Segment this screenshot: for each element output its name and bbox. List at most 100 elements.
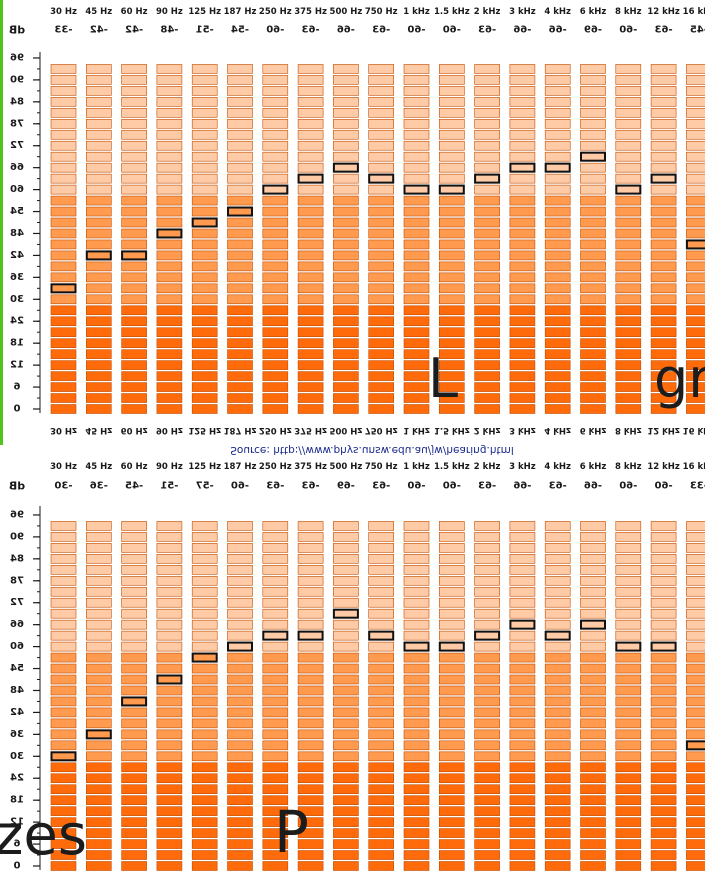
level-cell [615,338,642,348]
level-cell [686,360,705,370]
level-cell [686,652,705,663]
level-cell [438,294,465,305]
level-cell [227,685,253,696]
level-cell [650,806,677,816]
level-cell [156,239,183,250]
level-cell [297,696,324,707]
level-cell [50,195,77,206]
level-cell [121,521,147,531]
level-cell [580,162,606,173]
level-cell [297,228,324,239]
level-cell [544,250,571,261]
level-cell [438,696,465,707]
level-cell [650,360,677,370]
threshold-marker [227,641,253,652]
level-cell [262,382,289,392]
level-cell [580,806,606,816]
y-tick-label: 36 [10,272,24,283]
level-cell [438,861,465,871]
level-cell [474,404,500,414]
level-cell [544,729,571,740]
level-cell [50,795,77,805]
level-cell [262,740,289,751]
level-cell [156,217,183,228]
level-cell [368,195,395,206]
level-cell [403,173,430,184]
level-cell [191,382,218,392]
level-cell [403,86,430,96]
level-cell [156,64,183,74]
hearing-value-label: -60 [619,25,637,36]
level-cell [368,543,395,553]
level-cell [50,371,77,381]
level-cell [509,685,536,696]
level-cell [50,619,77,630]
level-cell [297,707,324,718]
level-cell [403,751,430,762]
level-cell [650,532,677,542]
bottom-frequency-label: 187 Hz [224,425,257,435]
level-cell [262,575,289,586]
hearing-value-label: -60 [231,481,249,492]
level-cell [50,338,77,348]
frequency-label: 2 kHz [474,462,501,472]
level-cell [474,532,500,542]
level-cell [86,773,112,784]
level-cell [509,762,536,773]
level-cell [403,393,430,403]
level-cell [227,173,253,184]
level-cell [580,97,606,107]
level-cell [262,261,289,272]
level-cell [333,685,359,696]
level-cell [580,338,606,348]
level-cell [580,795,606,805]
level-cell [50,663,77,674]
level-cell [544,806,571,816]
level-cell [474,75,500,85]
level-cell [474,619,500,630]
threshold-marker [191,217,218,228]
level-cell [156,663,183,674]
level-cell [509,652,536,663]
level-cell [650,272,677,283]
threshold-marker [650,641,677,652]
level-cell [544,740,571,751]
level-cell [474,608,500,619]
level-cell [474,696,500,707]
level-cell [368,151,395,162]
threshold-marker [332,162,359,173]
level-cell [403,828,430,838]
level-cell [191,261,218,272]
level-cell [580,597,606,608]
level-cell [86,404,112,414]
level-cell [686,554,705,564]
level-cell [615,371,642,381]
level-cell [509,316,536,327]
level-cell [50,806,77,816]
level-cell [86,75,112,85]
level-cell [368,75,395,85]
level-cell [333,554,359,564]
level-cell [650,586,677,597]
level-cell [227,784,253,795]
level-cell [156,86,183,96]
level-cell [580,861,606,871]
y-tick-label: 54 [10,663,24,674]
level-cell [580,283,606,294]
level-cell [333,597,359,608]
level-cell [650,762,677,773]
level-cell [86,521,112,531]
level-cell [650,521,677,531]
level-cell [333,261,359,272]
level-cell [650,393,677,403]
level-cell [650,707,677,718]
level-cell [368,404,395,414]
level-cell [615,543,642,553]
level-cell [156,206,183,217]
level-cell [262,784,289,795]
level-cell [297,184,324,195]
level-cell [580,360,606,370]
level-cell [156,338,183,348]
level-cell [262,663,289,674]
level-cell [156,327,183,338]
